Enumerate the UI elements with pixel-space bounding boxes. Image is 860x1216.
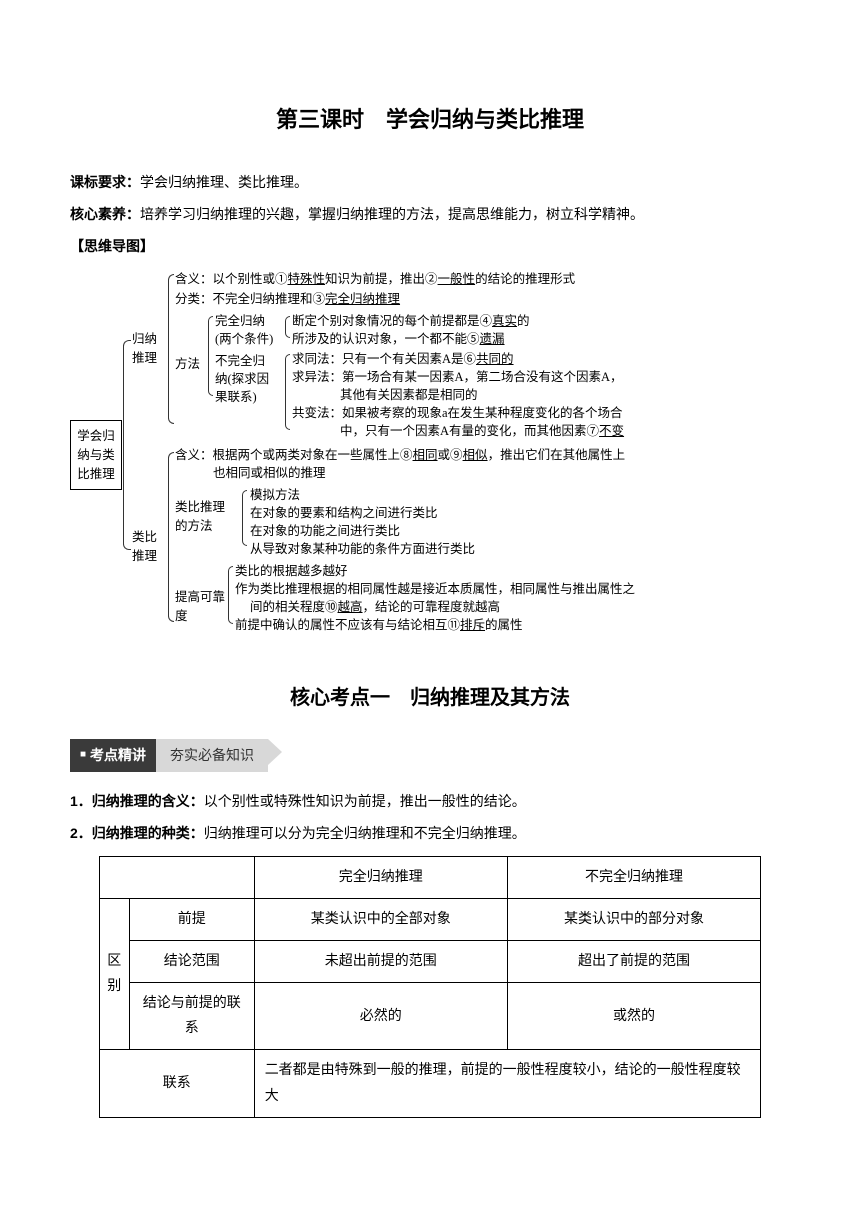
buwanquan-c: 果联系): [215, 388, 257, 407]
r2c2: 未超出前提的范围: [254, 940, 507, 982]
table-row: 区别 前提 某类认识中的全部对象 某类认识中的部分对象: [99, 898, 760, 940]
bracket-leibi: [168, 452, 174, 622]
point-2: 2．归纳推理的种类：归纳推理可以分为完全归纳推理和不完全归纳推理。: [70, 821, 790, 847]
hexin-text: 培养学习归纳推理的兴趣，掌握归纳推理的方法，提高思维能力，树立科学精神。: [140, 208, 644, 223]
kdjj-gray-label: 夯实必备知识: [156, 739, 268, 772]
hanyi2-line1: 含义：根据两个或两类对象在一些属性上⑧相同或⑨相似，推出它们在其他属性上: [175, 446, 625, 465]
r1c3: 某类认识中的部分对象: [507, 898, 760, 940]
buwanquan-b: 纳(探求因: [215, 370, 269, 389]
bracket-tigao: [228, 566, 233, 624]
gongbian2: 中，只有一个因素A有量的变化，而其他因素⑦不变: [340, 422, 624, 441]
point2-text: 归纳推理可以分为完全归纳推理和不完全归纳推理。: [204, 827, 526, 842]
point1-text: 以个别性或特殊性知识为前提，推出一般性的结论。: [204, 795, 526, 810]
hanyi1: 含义：以个别性或①特殊性知识为前提，推出②一般性的结论的推理形式: [175, 270, 575, 289]
diagram-root: 学会归纳与类比推理: [70, 420, 122, 490]
r1c1: 前提: [129, 898, 254, 940]
table-row: 完全归纳推理 不完全归纳推理: [99, 856, 760, 898]
kebiao-text: 学会归纳推理、类比推理。: [140, 176, 308, 191]
r3c1: 结论与前提的联系: [129, 983, 254, 1050]
th-incomplete: 不完全归纳推理: [507, 856, 760, 898]
hanyi2-line2: 也相同或相似的推理: [213, 464, 326, 483]
qiuyi2: 其他有关因素都是相同的: [340, 386, 478, 405]
lianxi-label: 联系: [99, 1050, 254, 1117]
hexin-label: 核心素养：: [70, 206, 140, 222]
m4: 从导致对象某种功能的条件方面进行类比: [250, 540, 475, 559]
bracket-fangfa: [208, 316, 213, 396]
wanquan-a: 完全归纳: [215, 312, 265, 331]
section-title: 核心考点一 归纳推理及其方法: [70, 680, 790, 716]
qiutong: 求同法：只有一个有关因素A是⑥共同的: [292, 350, 514, 369]
wanquan-d: 所涉及的认识对象，一个都不能⑤遗漏: [292, 330, 505, 349]
kebiao-label: 课标要求：: [70, 174, 140, 190]
t2a: 作为类比推理根据的相同属性越是接近本质属性，相同属性与推出属性之: [235, 580, 635, 599]
t2b: 间的相关程度⑩越高，结论的可靠程度就越高: [250, 598, 500, 617]
wanquan-c: 断定个别对象情况的每个前提都是④真实的: [292, 312, 530, 331]
point-1: 1．归纳推理的含义：以个别性或特殊性知识为前提，推出一般性的结论。: [70, 789, 790, 815]
kdjj-black-label: 考点精讲: [70, 739, 156, 772]
fangfa-label: 方法: [175, 355, 200, 374]
wanquan-b: (两个条件): [215, 330, 273, 349]
leibi-node: 类比推理: [132, 528, 168, 566]
gongbian1: 共变法：如果被考察的现象a在发生某种程度变化的各个场合: [292, 404, 623, 423]
m1: 模拟方法: [250, 486, 300, 505]
t3: 前提中确认的属性不应该有与结论相互⑪排斥的属性: [235, 616, 523, 635]
kdjj-bar: 考点精讲 夯实必备知识: [70, 741, 790, 769]
buwanquan-a: 不完全归: [215, 352, 265, 371]
guina-node: 归纳推理: [132, 330, 168, 368]
table-row: 结论范围 未超出前提的范围 超出了前提的范围: [99, 940, 760, 982]
comparison-table: 完全归纳推理 不完全归纳推理 区别 前提 某类认识中的全部对象 某类认识中的部分…: [99, 856, 761, 1118]
siwei-label: 【思维导图】: [70, 234, 790, 260]
r3c3: 或然的: [507, 983, 760, 1050]
kebiao-line: 课标要求：学会归纳推理、类比推理。: [70, 170, 790, 196]
r1c2: 某类认识中的全部对象: [254, 898, 507, 940]
m3: 在对象的功能之间进行类比: [250, 522, 400, 541]
leibi-ff: 类比推理的方法: [175, 498, 235, 536]
mindmap-diagram: 学会归纳与类比推理 归纳推理 含义：以个别性或①特殊性知识为前提，推出②一般性的…: [70, 270, 790, 650]
point2-label: 2．归纳推理的种类：: [70, 825, 204, 841]
bracket-root: [123, 340, 131, 550]
bracket-wanquan: [285, 316, 290, 338]
bracket-methods: [242, 490, 247, 546]
m2: 在对象的要素和结构之间进行类比: [250, 504, 438, 523]
r3c2: 必然的: [254, 983, 507, 1050]
fenlei: 分类：不完全归纳推理和③完全归纳推理: [175, 290, 400, 309]
t1: 类比的根据越多越好: [235, 562, 348, 581]
page-title: 第三课时 学会归纳与类比推理: [70, 100, 790, 140]
bracket-guina: [168, 274, 174, 424]
table-row: 结论与前提的联系 必然的 或然的: [99, 983, 760, 1050]
tigao-label: 提高可靠度: [175, 588, 225, 626]
hexin-line: 核心素养：培养学习归纳推理的兴趣，掌握归纳推理的方法，提高思维能力，树立科学精神…: [70, 202, 790, 228]
table-row: 联系 二者都是由特殊到一般的推理，前提的一般性程度较小，结论的一般性程度较大: [99, 1050, 760, 1117]
lianxi-text: 二者都是由特殊到一般的推理，前提的一般性程度较小，结论的一般性程度较大: [254, 1050, 761, 1117]
bracket-buwanquan: [285, 354, 290, 430]
th-complete: 完全归纳推理: [254, 856, 507, 898]
qiuyi: 求异法：第一场合有某一因素A，第二场合没有这个因素A，: [292, 368, 623, 387]
r2c1: 结论范围: [129, 940, 254, 982]
point1-label: 1．归纳推理的含义：: [70, 793, 204, 809]
qubie-cell: 区别: [99, 898, 129, 1050]
r2c3: 超出了前提的范围: [507, 940, 760, 982]
